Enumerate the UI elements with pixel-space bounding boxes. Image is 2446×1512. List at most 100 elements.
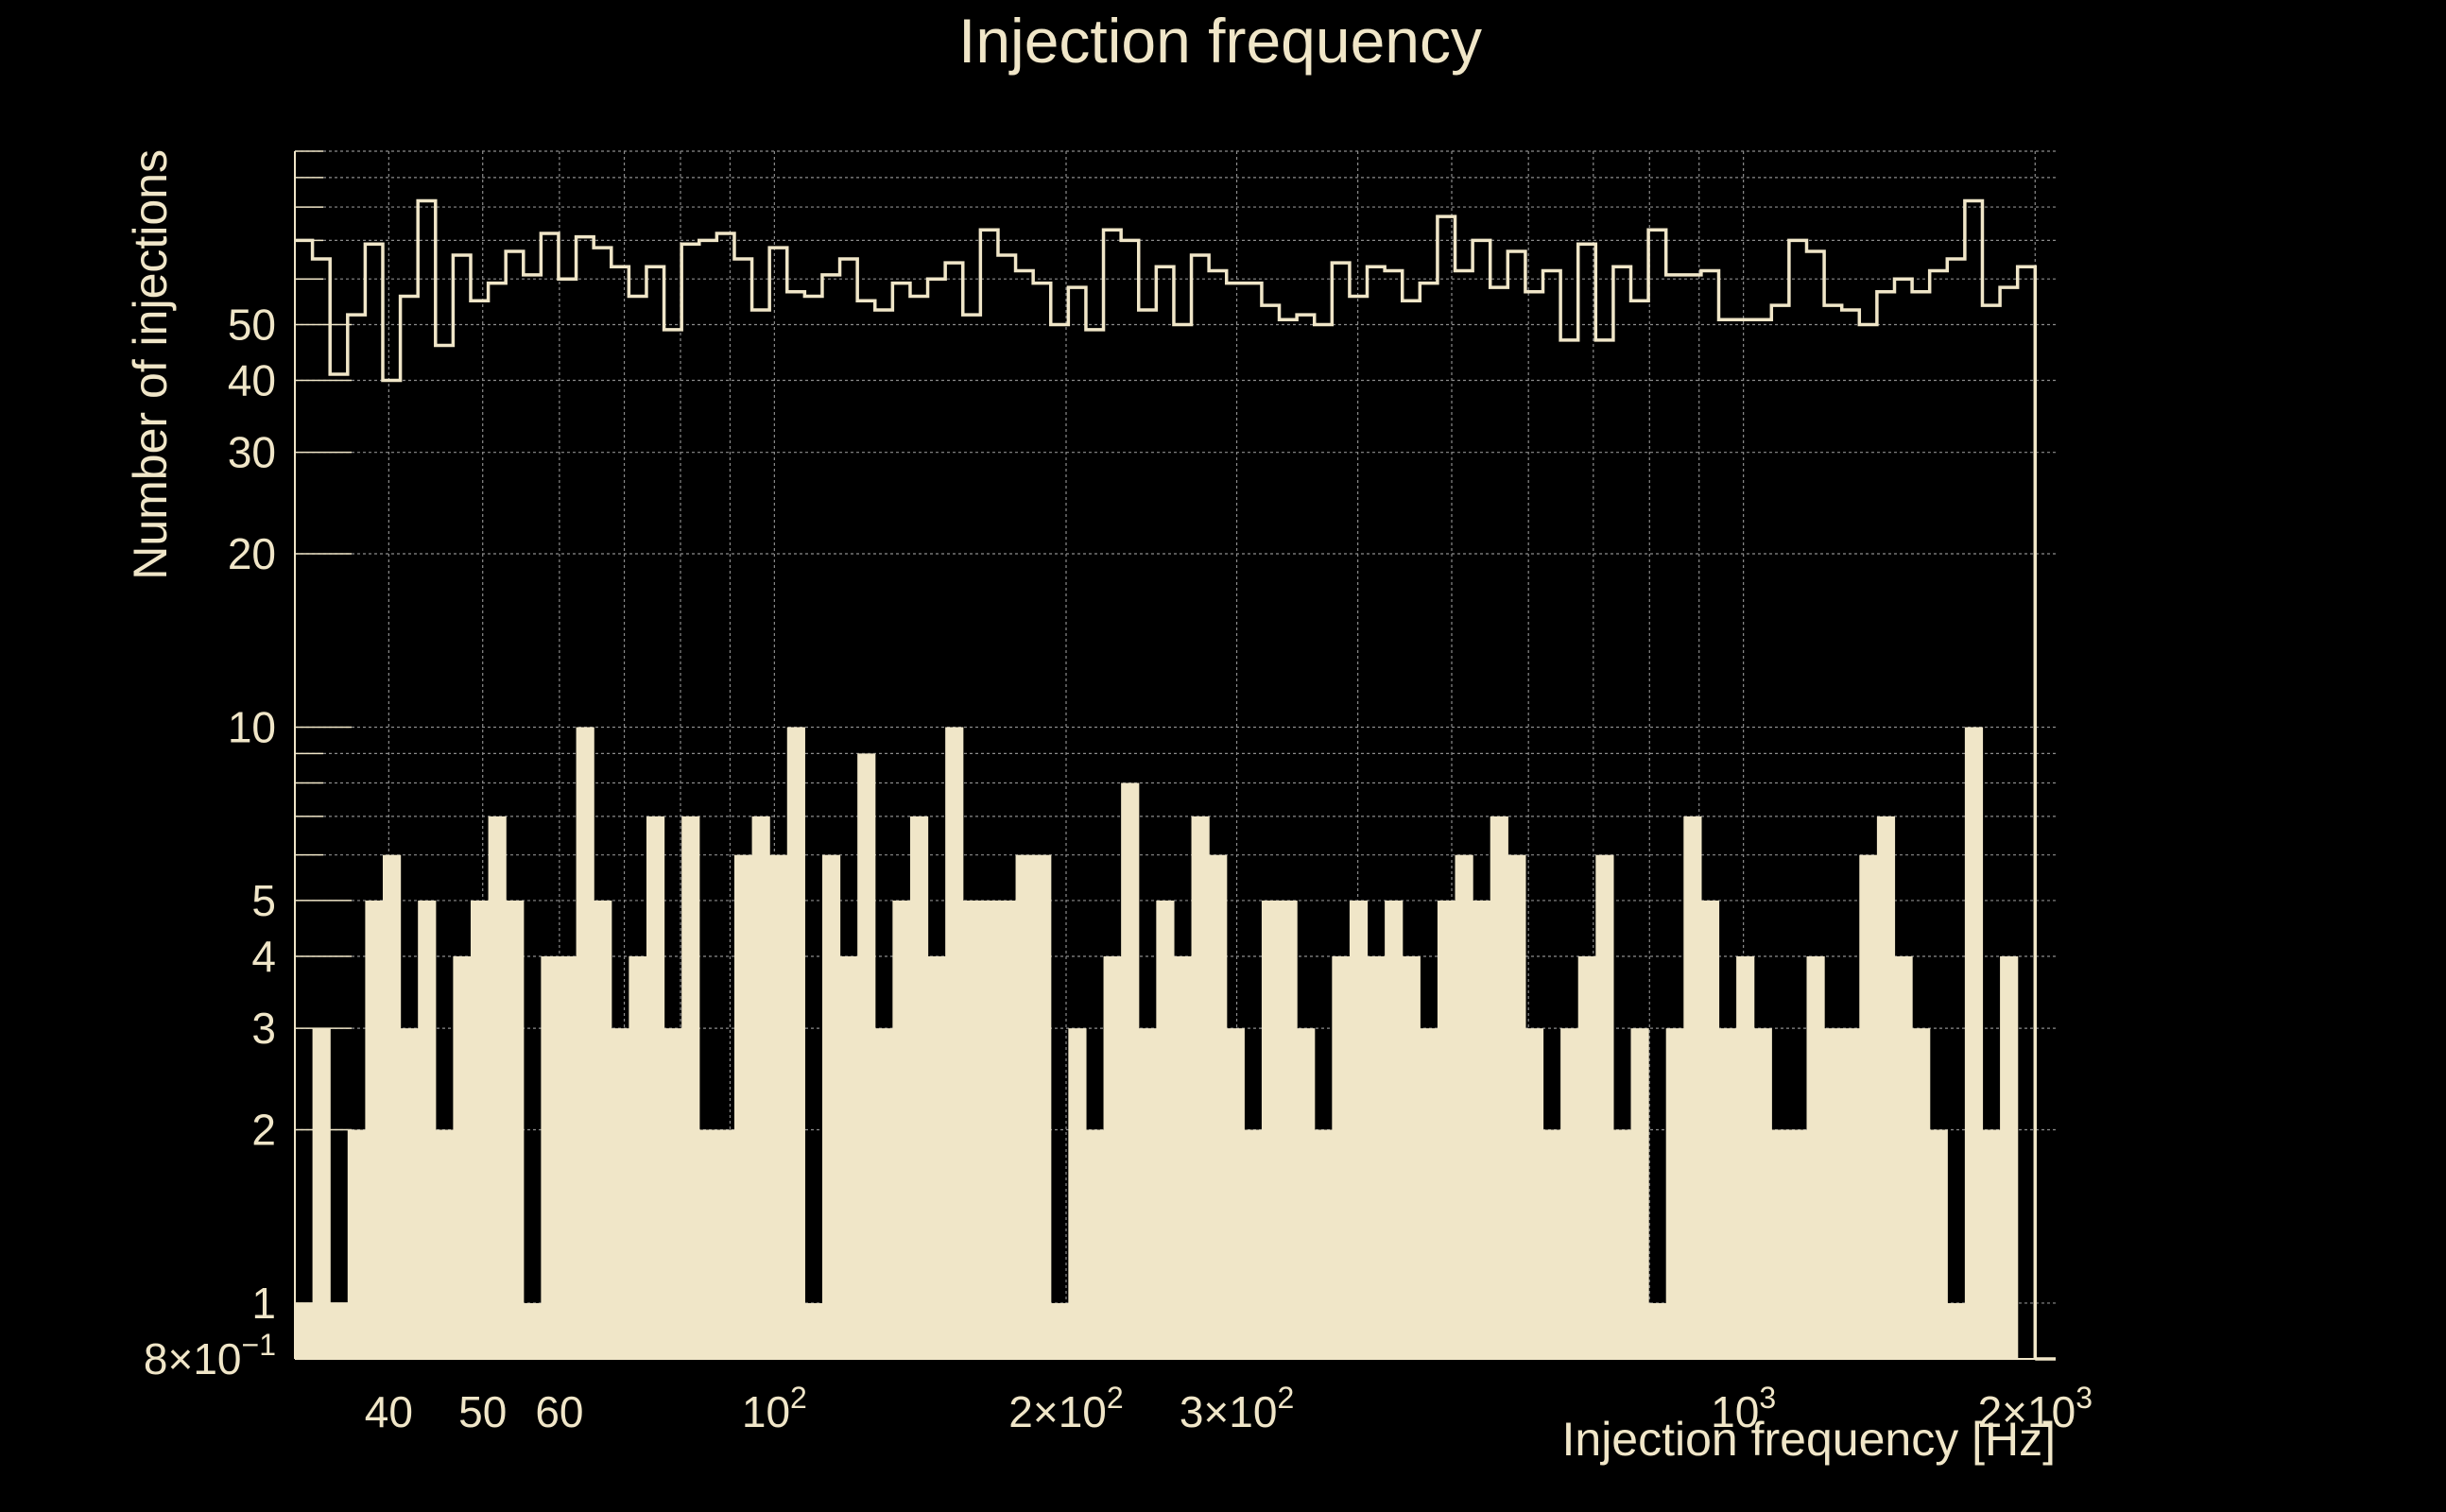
histogram-bar xyxy=(927,956,946,1359)
histogram-bar xyxy=(1947,1302,1966,1359)
histogram-bar xyxy=(751,816,770,1359)
x-tick-label: 50 xyxy=(458,1387,507,1436)
histogram-bar xyxy=(1420,1028,1438,1359)
histogram-bar xyxy=(1385,900,1404,1359)
histogram-bar xyxy=(1121,782,1140,1359)
histogram-bar xyxy=(804,1302,823,1359)
histogram-bar xyxy=(1894,956,1913,1359)
histogram-bar xyxy=(1103,956,1122,1359)
x-tick-label: 102 xyxy=(742,1381,807,1436)
histogram-bar xyxy=(1929,1129,1948,1359)
x-tick-label: 3×102 xyxy=(1180,1381,1294,1436)
histogram-bar xyxy=(1297,1028,1316,1359)
histogram-bar xyxy=(997,900,1017,1359)
histogram-bar xyxy=(821,854,841,1359)
histogram-bar xyxy=(611,1028,629,1359)
histogram-bar xyxy=(365,900,384,1359)
histogram-bar xyxy=(1455,854,1473,1359)
y-tick-label: 8×10−1 xyxy=(144,1328,276,1383)
histogram-bar xyxy=(1612,1129,1632,1359)
histogram-bar xyxy=(1700,900,1720,1359)
histogram-bar xyxy=(1841,1028,1860,1359)
histogram-bar xyxy=(663,1028,682,1359)
histogram-bar xyxy=(716,1129,735,1359)
histogram-bar xyxy=(1788,1129,1808,1359)
histogram-bar xyxy=(435,1129,454,1359)
histogram-bar xyxy=(962,900,981,1359)
histogram-bar xyxy=(1068,1028,1087,1359)
histogram-bar xyxy=(418,900,437,1359)
histogram-bar xyxy=(786,727,805,1359)
histogram-bar xyxy=(1226,1028,1245,1359)
chart-title: Injection frequency xyxy=(958,6,1482,76)
filled-histogram xyxy=(295,727,2019,1359)
histogram-bar xyxy=(1771,1129,1790,1359)
histogram-bar xyxy=(400,1028,419,1359)
histogram-bar xyxy=(892,900,911,1359)
histogram-bar xyxy=(1279,900,1298,1359)
outline-series-line xyxy=(295,198,2038,1359)
histogram-bar xyxy=(1595,854,1614,1359)
histogram-bar xyxy=(1824,1028,1843,1359)
histogram-bar xyxy=(1050,1302,1069,1359)
histogram-bar xyxy=(857,753,876,1359)
histogram-bar xyxy=(1560,1028,1579,1359)
y-tick-label: 30 xyxy=(228,428,276,477)
histogram-bar xyxy=(945,727,964,1359)
histogram-bar xyxy=(1367,956,1386,1359)
histogram-bar xyxy=(576,727,594,1359)
histogram-bar xyxy=(1015,854,1034,1359)
x-tick-label: 2×102 xyxy=(1008,1381,1123,1436)
histogram-bar xyxy=(1173,956,1193,1359)
histogram-bar xyxy=(646,816,665,1359)
histogram-bar xyxy=(1718,1028,1737,1359)
histogram-bar xyxy=(330,1302,349,1359)
histogram-bar xyxy=(1209,854,1228,1359)
y-tick-label: 10 xyxy=(228,702,276,751)
histogram-bar xyxy=(1630,1028,1649,1359)
histogram-bar xyxy=(382,854,402,1359)
histogram-bar xyxy=(488,816,507,1359)
histogram-bar xyxy=(1683,816,1702,1359)
histogram-bar xyxy=(2000,956,2019,1359)
histogram-bar xyxy=(1753,1028,1772,1359)
y-tick-labels: 8×10−11 2 3 4 5 10 20 30 40 50 xyxy=(144,300,276,1383)
histogram-bar xyxy=(629,956,647,1359)
histogram-bar xyxy=(558,956,577,1359)
histogram-bar xyxy=(733,854,753,1359)
histogram-bar xyxy=(1314,1129,1333,1359)
histogram-bar xyxy=(453,956,472,1359)
histogram-bar xyxy=(1964,727,1984,1359)
histogram-bar xyxy=(909,816,929,1359)
histogram-bar xyxy=(769,854,788,1359)
x-tick-labels: 40 50 60 102 2×102 3×102 103 2×103 xyxy=(365,1381,2093,1436)
histogram-bar xyxy=(1261,900,1281,1359)
histogram-bar xyxy=(1402,956,1421,1359)
y-tick-label: 40 xyxy=(228,356,276,405)
x-tick-label: 103 xyxy=(1711,1381,1776,1436)
histogram-bar xyxy=(1033,854,1052,1359)
axes xyxy=(294,150,2056,1360)
histogram-bar xyxy=(506,900,525,1359)
histogram-bar xyxy=(1577,956,1596,1359)
y-tick-label: 5 xyxy=(251,876,276,925)
histogram-bar xyxy=(681,816,700,1359)
histogram-bar xyxy=(1982,1129,2001,1359)
histogram-bar xyxy=(1648,1302,1667,1359)
histogram-bar xyxy=(1349,900,1369,1359)
y-tick-label: 50 xyxy=(228,300,276,349)
histogram-bar xyxy=(295,1302,314,1359)
histogram-bar xyxy=(1085,1129,1105,1359)
histogram-bar xyxy=(541,956,560,1359)
histogram-bar xyxy=(470,900,490,1359)
y-tick-label: 1 xyxy=(251,1279,276,1328)
histogram-bar xyxy=(1912,1028,1931,1359)
histogram-bar xyxy=(1490,816,1508,1359)
x-axis-label: Injection frequency [Hz] xyxy=(1562,1413,2057,1466)
histogram-bar xyxy=(1473,900,1491,1359)
histogram-bar xyxy=(874,1028,893,1359)
histogram-bar xyxy=(839,956,858,1359)
y-tick-label: 20 xyxy=(228,529,276,578)
histogram-bar xyxy=(1876,816,1896,1359)
histogram-bar xyxy=(1806,956,1825,1359)
